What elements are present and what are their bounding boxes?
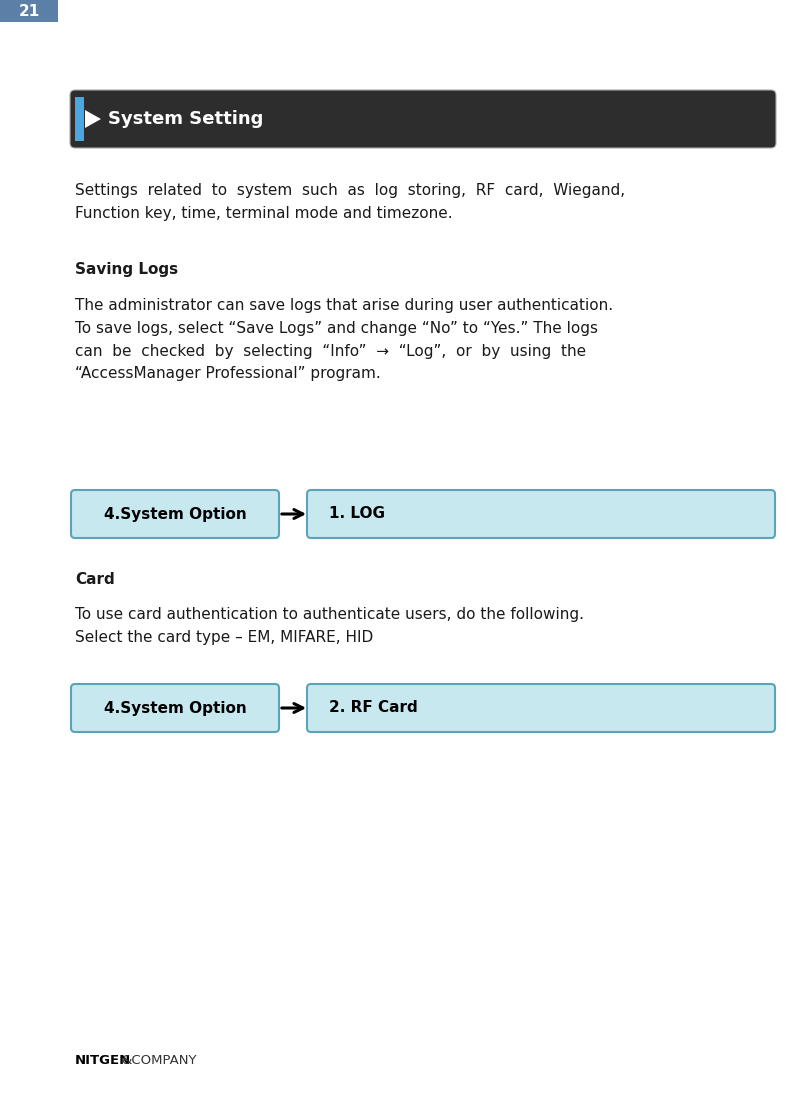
FancyBboxPatch shape <box>71 490 279 538</box>
Text: &COMPANY: &COMPANY <box>121 1053 196 1066</box>
Text: Settings  related  to  system  such  as  log  storing,  RF  card,  Wiegand,
Func: Settings related to system such as log s… <box>75 183 625 221</box>
Text: 1. LOG: 1. LOG <box>329 506 385 522</box>
FancyBboxPatch shape <box>0 0 58 22</box>
FancyBboxPatch shape <box>70 90 776 148</box>
Text: 2. RF Card: 2. RF Card <box>329 701 418 716</box>
Polygon shape <box>85 110 101 128</box>
Text: Card: Card <box>75 572 115 587</box>
Text: System Setting: System Setting <box>108 110 263 128</box>
FancyBboxPatch shape <box>307 684 775 732</box>
Text: 4.System Option: 4.System Option <box>104 701 246 716</box>
FancyBboxPatch shape <box>75 97 84 141</box>
FancyBboxPatch shape <box>71 684 279 732</box>
FancyBboxPatch shape <box>307 490 775 538</box>
Text: To use card authentication to authenticate users, do the following.
Select the c: To use card authentication to authentica… <box>75 607 584 645</box>
Text: The administrator can save logs that arise during user authentication.
To save l: The administrator can save logs that ari… <box>75 298 613 381</box>
Text: Saving Logs: Saving Logs <box>75 262 178 277</box>
Text: 4.System Option: 4.System Option <box>104 506 246 522</box>
Text: NITGEN: NITGEN <box>75 1053 131 1066</box>
Text: 21: 21 <box>18 3 40 19</box>
